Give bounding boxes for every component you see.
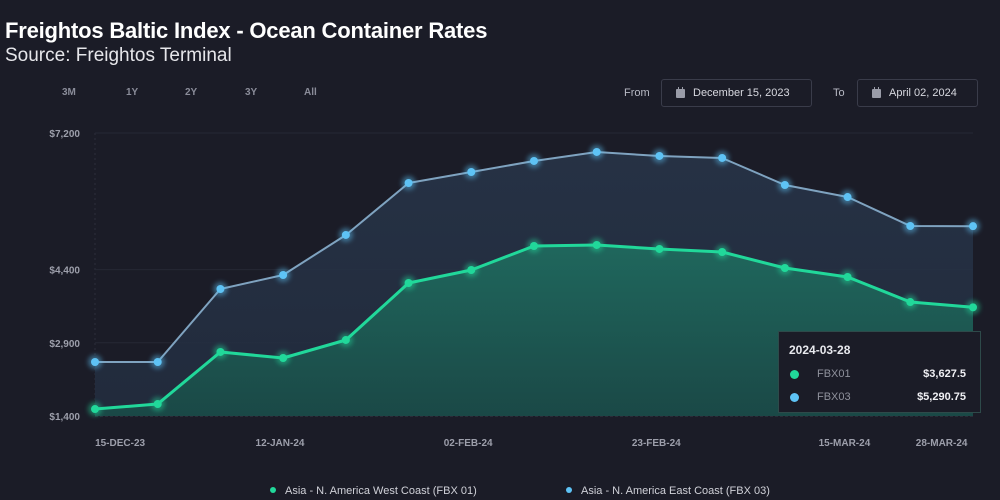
y-tick-label: $1,400	[49, 412, 80, 423]
legend-label: Asia - N. America West Coast (FBX 01)	[285, 485, 477, 497]
tooltip-row-fbx01: FBX01 $3,627.5	[789, 367, 966, 383]
fbx01-dot-icon	[790, 370, 799, 379]
legend-dot-icon	[270, 487, 276, 493]
data-point-fbx03	[969, 222, 977, 231]
x-tick-label: 02-FEB-24	[444, 438, 493, 449]
calendar-icon	[872, 86, 881, 98]
hover-tooltip: 2024-03-28 FBX01 $3,627.5 FBX03 $5,290.7…	[778, 331, 981, 413]
data-point-fbx03	[655, 151, 664, 160]
to-date-picker[interactable]: April 02, 2024	[857, 79, 978, 107]
y-axis: $1,400 $2,900 $4,400 $7,200	[49, 129, 80, 423]
data-point-fbx01	[341, 335, 350, 344]
legend-label: Asia - N. America East Coast (FBX 03)	[581, 485, 770, 497]
from-date-picker[interactable]: December 15, 2023	[661, 79, 812, 107]
tooltip-series-name: FBX03	[817, 391, 851, 403]
data-point-fbx01	[153, 399, 162, 408]
range-button-2y[interactable]: 2Y	[185, 87, 198, 98]
tooltip-series-value: $5,290.75	[917, 391, 966, 403]
data-point-fbx01	[906, 298, 915, 307]
y-tick-label: $7,200	[49, 129, 80, 140]
data-point-fbx03	[279, 270, 288, 279]
range-button-all[interactable]: All	[304, 87, 317, 98]
data-point-fbx03	[530, 156, 538, 165]
tooltip-row-fbx03: FBX03 $5,290.75	[789, 390, 966, 406]
y-tick-label: $2,900	[49, 339, 80, 350]
legend-item-fbx01[interactable]: Asia - N. America West Coast (FBX 01)	[270, 485, 477, 497]
area-fbx01	[95, 245, 973, 416]
data-point-fbx03	[91, 357, 99, 366]
to-date-value: April 02, 2024	[889, 87, 957, 99]
data-point-fbx01	[467, 266, 476, 275]
data-point-fbx01	[780, 264, 789, 273]
data-point-fbx03	[404, 179, 413, 188]
range-button-1y[interactable]: 1Y	[126, 87, 139, 98]
data-point-fbx01	[530, 242, 538, 251]
data-point-fbx03	[843, 193, 852, 202]
to-label: To	[833, 87, 845, 99]
chart-title: Freightos Baltic Index - Ocean Container…	[5, 18, 488, 43]
from-date-value: December 15, 2023	[693, 87, 790, 99]
tooltip-series-value: $3,627.5	[923, 368, 966, 380]
legend-dot-icon	[566, 487, 572, 493]
data-point-fbx03	[906, 221, 915, 230]
data-point-fbx03	[467, 167, 476, 176]
legend-item-fbx03[interactable]: Asia - N. America East Coast (FBX 03)	[566, 485, 770, 497]
data-point-fbx01	[592, 240, 601, 249]
tooltip-date: 2024-03-28	[789, 343, 851, 357]
data-point-fbx01	[404, 278, 413, 287]
x-tick-label: 12-JAN-24	[256, 438, 305, 449]
tooltip-series-name: FBX01	[817, 368, 851, 380]
x-tick-label: 23-FEB-24	[632, 438, 681, 449]
data-point-fbx01	[655, 244, 664, 253]
data-point-fbx03	[341, 230, 350, 239]
data-point-fbx03	[718, 153, 727, 162]
series-points	[88, 144, 980, 417]
x-tick-label: 15-MAR-24	[819, 438, 871, 449]
x-tick-label: 15-DEC-23	[95, 438, 145, 449]
data-point-fbx01	[279, 353, 288, 362]
fbx03-dot-icon	[790, 393, 799, 402]
data-point-fbx01	[216, 347, 225, 356]
data-point-fbx03	[153, 357, 162, 366]
data-point-fbx03	[780, 181, 789, 190]
data-point-fbx01	[91, 405, 99, 414]
calendar-icon	[676, 86, 685, 98]
data-point-fbx01	[969, 303, 977, 312]
range-button-3y[interactable]: 3Y	[245, 87, 258, 98]
data-point-fbx03	[592, 147, 601, 156]
data-point-fbx01	[843, 272, 852, 281]
from-label: From	[624, 87, 650, 99]
chart-subtitle: Source: Freightos Terminal	[5, 45, 232, 66]
range-button-3m[interactable]: 3M	[62, 87, 76, 98]
x-tick-label: 28-MAR-24	[916, 438, 968, 449]
x-axis: 15-DEC-23 12-JAN-24 02-FEB-24 23-FEB-24 15-M…	[95, 438, 968, 449]
y-tick-label: $4,400	[49, 266, 80, 277]
data-point-fbx03	[216, 284, 225, 293]
data-point-fbx01	[718, 248, 727, 257]
